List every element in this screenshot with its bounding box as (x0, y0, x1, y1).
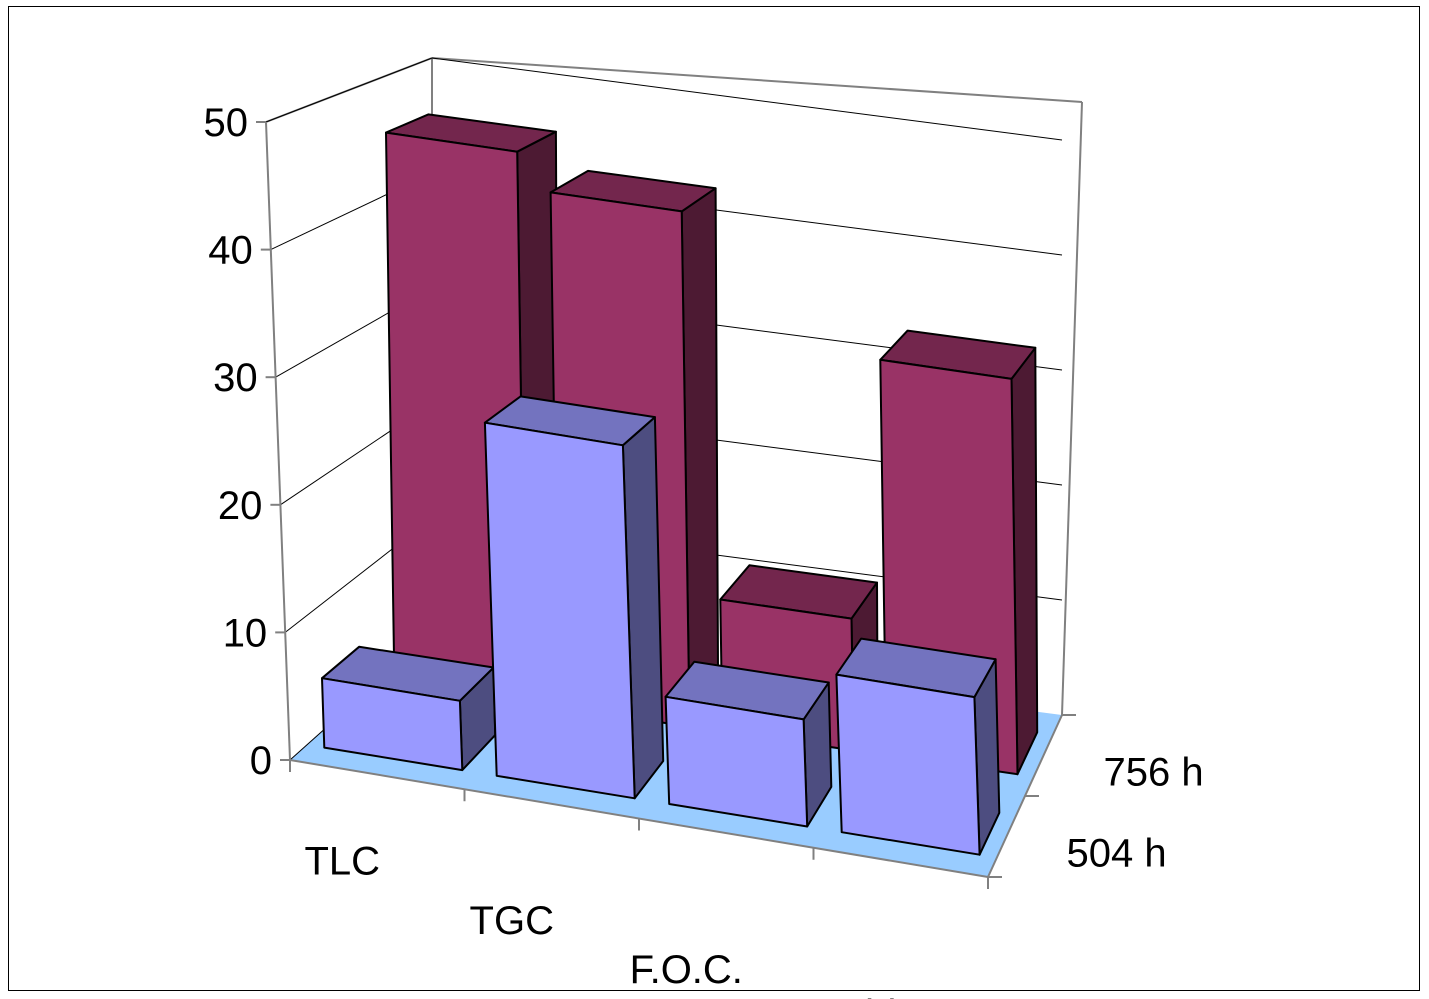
depth-series-label: 504 h (1067, 832, 1167, 876)
y-tick-label: 50 (204, 101, 249, 145)
x-category-label: F.O.C. (630, 948, 743, 992)
bar-front (321, 677, 464, 772)
depth-series-label: 756 h (1104, 751, 1204, 795)
x-category-label: TLC (304, 840, 380, 884)
x-category-label: Oxid IR (814, 992, 947, 999)
back-wall-edge-right (1061, 101, 1083, 716)
bar-504h-TGC (483, 395, 665, 800)
bar-front (664, 695, 809, 828)
bar-front (835, 673, 981, 856)
y-tick-label: 30 (213, 356, 258, 400)
gridline-back (431, 57, 1063, 141)
y-tick-label: 20 (218, 484, 263, 528)
y-tick-label: 40 (208, 229, 253, 273)
chart-labels: 0 10 20 30 40 50 TLC TGC F.O.C. Oxid IR 504 h 756 h (204, 101, 1204, 999)
y-axis-line (265, 121, 291, 761)
bar-front (483, 421, 636, 800)
bar-504h-TLC (321, 645, 497, 772)
y-tick-label: 10 (223, 611, 268, 655)
bar-504h-FOC (664, 660, 833, 828)
back-wall-edge-top (431, 57, 1083, 103)
x-category-label: TGC (470, 899, 554, 943)
chart-bars (321, 113, 1039, 856)
gridline-side (265, 57, 433, 123)
bar-504h-OxidIR (835, 637, 1001, 856)
y-tick-label: 0 (250, 739, 272, 783)
